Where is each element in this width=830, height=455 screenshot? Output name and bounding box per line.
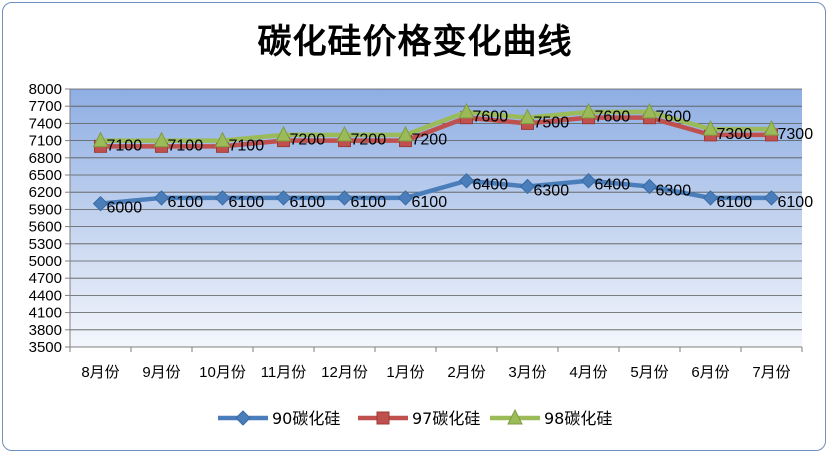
- y-tick-label: 5900: [29, 201, 62, 218]
- data-point: [153, 190, 170, 206]
- data-label: 7200: [351, 132, 387, 149]
- y-tick-label: 7400: [29, 115, 62, 132]
- y-tick-label: 6200: [29, 184, 62, 201]
- data-label: 7100: [107, 137, 143, 154]
- series-line: [98, 178, 774, 206]
- y-tick-label: 7700: [29, 98, 62, 115]
- y-tick-label: 3800: [29, 322, 62, 339]
- y-tick-label: 4400: [29, 287, 62, 304]
- data-label: 6100: [229, 194, 265, 211]
- data-label: 7100: [168, 137, 204, 154]
- data-label: 6100: [290, 194, 326, 211]
- data-point: [458, 173, 475, 189]
- data-point: [92, 131, 109, 148]
- data-label: 7300: [778, 126, 814, 143]
- plot-area: [70, 89, 802, 347]
- series-line: [98, 115, 774, 149]
- x-tick-label: 3月份: [508, 364, 546, 381]
- x-tick-label: 6月份: [691, 364, 729, 381]
- y-tick-label: 7100: [29, 133, 62, 150]
- data-point: [702, 120, 719, 136]
- data-label: 6100: [412, 194, 448, 211]
- series-line: [98, 109, 774, 143]
- y-tick-label: 4100: [29, 305, 62, 322]
- legend-entry: 97碳化硅: [412, 409, 480, 428]
- x-tick-label: 9月份: [142, 364, 180, 381]
- legend-entry: 98碳化硅: [544, 409, 612, 428]
- data-point: [641, 178, 658, 195]
- data-point: [458, 102, 475, 119]
- data-label: 7600: [656, 109, 692, 126]
- chart-title: 碳化硅价格变化曲线: [257, 22, 573, 62]
- data-point: [336, 125, 353, 142]
- data-point: [519, 108, 536, 125]
- y-tick-label: 5300: [29, 236, 62, 253]
- data-label: 6100: [778, 194, 814, 211]
- data-label: 7200: [412, 132, 448, 149]
- x-tick-label: 12月份: [321, 364, 368, 381]
- y-tick-label: 6800: [29, 150, 62, 167]
- data-point: [702, 190, 719, 206]
- data-point: [580, 173, 597, 189]
- data-label: 6400: [595, 177, 631, 194]
- data-label: 6100: [168, 194, 204, 211]
- x-tick-label: 8月份: [81, 364, 119, 381]
- x-tick-label: 4月份: [569, 364, 607, 381]
- x-tick-label: 7月份: [752, 364, 790, 381]
- data-label: 6100: [717, 194, 753, 211]
- data-label: 6300: [656, 182, 692, 199]
- data-point: [641, 102, 658, 119]
- data-label: 6300: [534, 182, 570, 199]
- data-label: 6000: [107, 200, 143, 217]
- data-label: 6400: [473, 177, 509, 194]
- x-tick-label: 5月份: [630, 364, 668, 381]
- data-point: [153, 131, 170, 148]
- y-tick-label: 4700: [29, 270, 62, 287]
- data-point: [397, 125, 414, 142]
- data-point: [275, 125, 292, 142]
- y-tick-label: 6500: [29, 167, 62, 184]
- x-tick-label: 2月份: [447, 364, 485, 381]
- data-label: 7100: [229, 137, 265, 154]
- data-point: [214, 190, 231, 206]
- data-label: 7500: [534, 114, 570, 131]
- data-point: [763, 190, 780, 206]
- data-point: [92, 195, 109, 212]
- data-point: [214, 131, 231, 148]
- legend-marker: [376, 411, 390, 425]
- y-tick-label: 3500: [29, 339, 62, 356]
- data-point: [336, 190, 353, 206]
- y-tick-label: 5600: [29, 219, 62, 236]
- x-tick-label: 1月份: [386, 364, 424, 381]
- data-label: 7600: [595, 109, 631, 126]
- y-tick-label: 8000: [29, 81, 62, 98]
- data-label: 7600: [473, 109, 509, 126]
- data-point: [763, 120, 780, 136]
- data-point: [519, 178, 536, 195]
- data-point: [580, 102, 597, 119]
- legend-marker: [507, 408, 523, 425]
- data-label: 7200: [290, 132, 326, 149]
- data-label: 7300: [717, 126, 753, 143]
- x-tick-label: 10月份: [199, 364, 246, 381]
- data-label: 6100: [351, 194, 387, 211]
- legend-entry: 90碳化硅: [272, 409, 340, 428]
- y-tick-label: 5000: [29, 253, 62, 270]
- legend-marker: [235, 410, 251, 426]
- x-tick-label: 11月份: [261, 364, 307, 381]
- data-point: [397, 190, 414, 206]
- data-point: [275, 190, 292, 206]
